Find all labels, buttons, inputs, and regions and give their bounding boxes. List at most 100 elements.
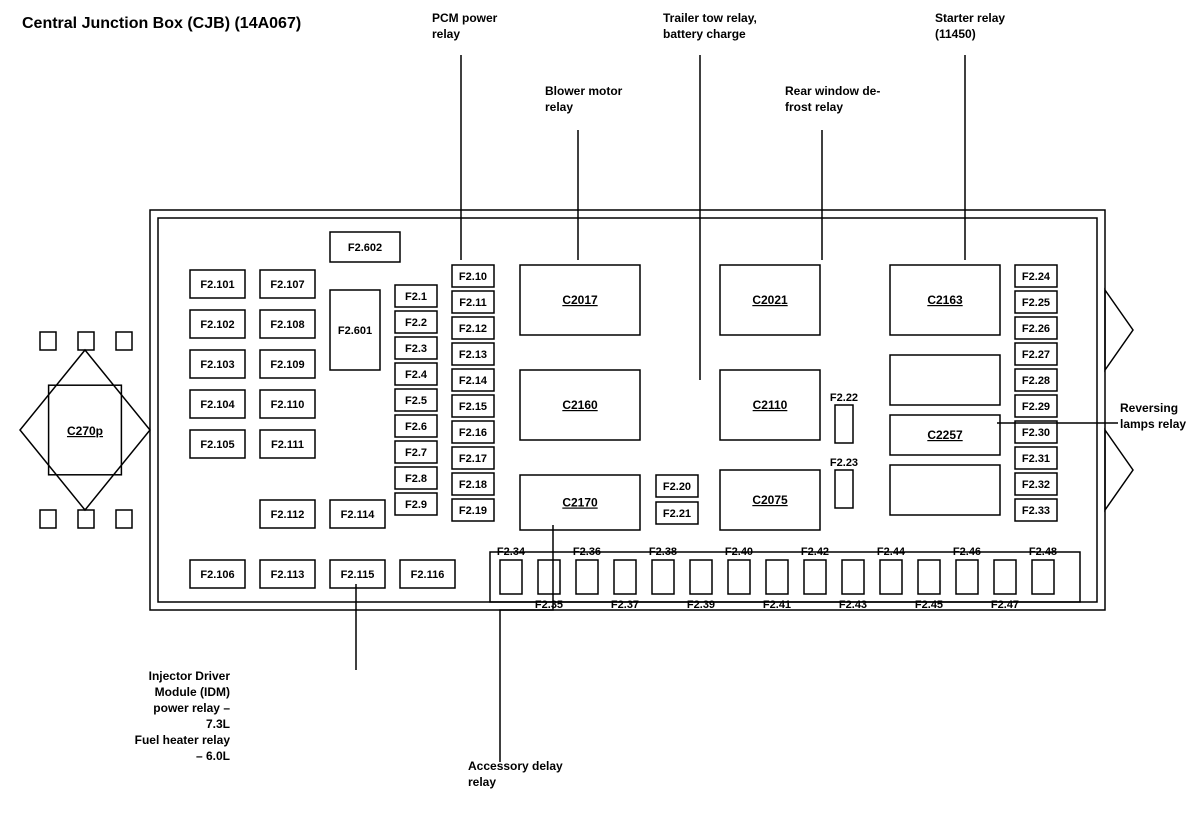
fuse-label-F2.601: F2.601 xyxy=(338,325,372,337)
fuse-label-F2.5: F2.5 xyxy=(405,395,427,407)
fuse-F2.42 xyxy=(804,560,826,594)
relay-blank xyxy=(890,465,1000,515)
fuse-label-F2.15: F2.15 xyxy=(459,401,487,413)
fuse-F2.40 xyxy=(728,560,750,594)
relay-label-C2017: C2017 xyxy=(562,293,598,307)
callout-text-trailer-0: Trailer tow relay, xyxy=(663,11,757,25)
fuse-label-F2.47: F2.47 xyxy=(991,599,1019,611)
fuse-label-F2.9: F2.9 xyxy=(405,499,427,511)
fuse-F2.37 xyxy=(614,560,636,594)
connector-c270p-label: C270p xyxy=(67,424,103,438)
callout-text-accessory-1: relay xyxy=(468,775,496,789)
connector-tab xyxy=(40,332,56,350)
fuse-label-F2.13: F2.13 xyxy=(459,349,487,361)
fuse-label-F2.42: F2.42 xyxy=(801,546,829,558)
fuse-F2.48 xyxy=(1032,560,1054,594)
callout-text-rear-1: frost relay xyxy=(785,100,843,114)
fuse-label-F2.105: F2.105 xyxy=(200,439,234,451)
fuse-F2.46 xyxy=(956,560,978,594)
fuse-label-F2.45: F2.45 xyxy=(915,599,943,611)
fuse-label-F2.2: F2.2 xyxy=(405,317,427,329)
fuse-label-F2.27: F2.27 xyxy=(1022,349,1050,361)
connector-tab xyxy=(78,510,94,528)
relay-blank xyxy=(890,355,1000,405)
fuse-label-F2.30: F2.30 xyxy=(1022,427,1050,439)
fuse-label-F2.21: F2.21 xyxy=(663,508,691,520)
fuse-label-F2.22: F2.22 xyxy=(830,392,858,404)
fuse-label-F2.12: F2.12 xyxy=(459,323,487,335)
fuse-label-F2.108: F2.108 xyxy=(270,319,304,331)
fuse-F2.35 xyxy=(538,560,560,594)
fuse-label-F2.111: F2.111 xyxy=(271,439,304,451)
callout-text-injector-1: Module (IDM) xyxy=(155,685,230,699)
fuse-label-F2.41: F2.41 xyxy=(763,599,791,611)
diagram-title: Central Junction Box (CJB) (14A067) xyxy=(22,15,301,32)
callout-text-pcm-0: PCM power xyxy=(432,11,498,25)
relay-label-C2160: C2160 xyxy=(562,398,598,412)
fuse-label-F2.25: F2.25 xyxy=(1022,297,1050,309)
fuse-label-F2.4: F2.4 xyxy=(405,369,428,381)
fuse-F2.45 xyxy=(918,560,940,594)
fuse-label-F2.29: F2.29 xyxy=(1022,401,1050,413)
fuse-label-F2.31: F2.31 xyxy=(1022,453,1050,465)
fuse-F2.47 xyxy=(994,560,1016,594)
fuse-label-F2.115: F2.115 xyxy=(341,569,375,581)
relay-label-C2170: C2170 xyxy=(562,496,598,510)
fuse-label-F2.28: F2.28 xyxy=(1022,375,1050,387)
callout-text-reversing-1: lamps relay xyxy=(1120,417,1186,431)
fuse-label-F2.38: F2.38 xyxy=(649,546,677,558)
fuse-label-F2.37: F2.37 xyxy=(611,599,639,611)
fuse-F2.23 xyxy=(835,470,853,508)
fuse-label-F2.102: F2.102 xyxy=(200,319,234,331)
callout-text-reversing-0: Reversing xyxy=(1120,401,1178,415)
fuse-label-F2.16: F2.16 xyxy=(459,427,487,439)
fuse-label-F2.106: F2.106 xyxy=(200,569,234,581)
callout-text-starter-0: Starter relay xyxy=(935,11,1005,25)
callout-text-trailer-1: battery charge xyxy=(663,27,746,41)
fuse-label-F2.44: F2.44 xyxy=(877,546,906,558)
fuse-label-F2.46: F2.46 xyxy=(953,546,981,558)
callout-text-rear-0: Rear window de- xyxy=(785,84,880,98)
relay-label-C2163: C2163 xyxy=(927,293,963,307)
callout-text-pcm-1: relay xyxy=(432,27,460,41)
fuse-label-F2.35: F2.35 xyxy=(535,599,563,611)
relay-label-C2075: C2075 xyxy=(752,493,788,507)
callout-text-injector-2: power relay – xyxy=(153,701,230,715)
fuse-label-F2.23: F2.23 xyxy=(830,457,858,469)
fuse-label-F2.43: F2.43 xyxy=(839,599,867,611)
fuse-label-F2.18: F2.18 xyxy=(459,479,487,491)
fuse-F2.38 xyxy=(652,560,674,594)
connector-tab xyxy=(40,510,56,528)
fuse-F2.43 xyxy=(842,560,864,594)
fuse-label-F2.116: F2.116 xyxy=(411,569,445,581)
fuse-F2.39 xyxy=(690,560,712,594)
relay-label-C2110: C2110 xyxy=(753,398,788,412)
fuse-label-F2.112: F2.112 xyxy=(271,509,305,521)
fuse-label-F2.34: F2.34 xyxy=(497,546,526,558)
fuse-label-F2.33: F2.33 xyxy=(1022,505,1050,517)
fuse-label-F2.101: F2.101 xyxy=(200,279,234,291)
fuse-label-F2.6: F2.6 xyxy=(405,421,427,433)
fuse-label-F2.48: F2.48 xyxy=(1029,546,1057,558)
connector-tab xyxy=(78,332,94,350)
callout-text-starter-1: (11450) xyxy=(935,27,976,41)
callout-text-injector-5: – 6.0L xyxy=(196,749,230,763)
connector-tab xyxy=(116,332,132,350)
fuse-label-F2.11: F2.11 xyxy=(459,297,487,309)
fuse-label-F2.19: F2.19 xyxy=(459,505,487,517)
fuse-label-F2.7: F2.7 xyxy=(405,447,427,459)
fuse-label-F2.602: F2.602 xyxy=(348,242,382,254)
fuse-label-F2.36: F2.36 xyxy=(573,546,601,558)
side-clip xyxy=(1105,430,1133,510)
callout-text-blower-1: relay xyxy=(545,100,573,114)
fuse-label-F2.17: F2.17 xyxy=(459,453,487,465)
fuse-F2.22 xyxy=(835,405,853,443)
connector-tab xyxy=(116,510,132,528)
fuse-F2.34 xyxy=(500,560,522,594)
fuse-label-F2.109: F2.109 xyxy=(270,359,304,371)
fuse-label-F2.14: F2.14 xyxy=(459,375,488,387)
fuse-label-F2.113: F2.113 xyxy=(271,569,305,581)
fuse-F2.44 xyxy=(880,560,902,594)
fuse-label-F2.10: F2.10 xyxy=(459,271,487,283)
fuse-label-F2.32: F2.32 xyxy=(1022,479,1050,491)
